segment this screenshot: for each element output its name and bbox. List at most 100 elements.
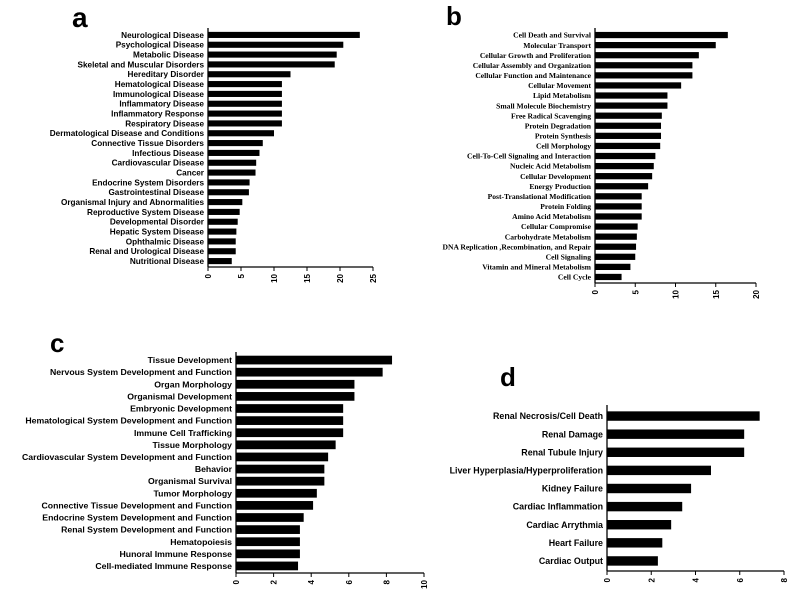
category-label-b-7: Small Molecule Biochemistry (496, 101, 591, 110)
category-label-a-18: Reproductive System Disease (87, 208, 204, 217)
category-label-d-3: Liver Hyperplasia/Hyperproliferation (450, 466, 603, 476)
bar-d-4 (607, 483, 692, 494)
x-tick-label-d-2: 4 (692, 577, 701, 582)
bar-a-11 (208, 140, 263, 147)
x-tick-label-c-1: 2 (270, 579, 279, 584)
category-label-a-11: Connective Tissue Disorders (91, 139, 204, 148)
bar-d-5 (607, 501, 683, 512)
x-tick-label-d-3: 6 (736, 577, 745, 582)
category-label-b-15: Energy Production (529, 182, 591, 191)
bar-d-8 (607, 556, 658, 566)
panel-letter-b: b (446, 1, 462, 31)
category-label-a-15: Endocrine System Disorders (92, 178, 204, 187)
category-label-a-20: Hepatic System Disease (110, 227, 205, 236)
bar-a-1 (208, 41, 344, 48)
category-label-b-10: Protein Synthesis (535, 132, 591, 141)
category-label-a-19: Developmental Disorder (110, 218, 205, 227)
bar-b-22 (595, 253, 636, 260)
category-label-c-12: Connective Tissue Development and Functi… (41, 500, 232, 510)
category-label-b-5: Cellular Movement (528, 81, 591, 90)
category-label-c-8: Cardiovascular System Development and Fu… (22, 452, 232, 462)
category-label-b-20: Carbohydrate Metabolism (505, 232, 592, 241)
bar-c-15 (236, 537, 300, 547)
category-label-a-1: Psychological Disease (116, 41, 205, 50)
category-label-b-12: Cell-To-Cell Signaling and Interaction (467, 152, 592, 161)
x-tick-label-c-5: 10 (420, 579, 429, 588)
bar-a-19 (208, 218, 238, 225)
bar-b-23 (595, 263, 631, 271)
bar-c-11 (236, 488, 317, 498)
bar-c-7 (236, 440, 336, 450)
category-label-c-5: Hematological System Development and Fun… (25, 416, 232, 426)
category-label-b-18: Amino Acid Metabolism (512, 212, 592, 221)
bar-c-1 (236, 367, 383, 377)
bar-b-0 (595, 31, 728, 39)
x-tick-label-b-3: 15 (712, 289, 721, 298)
category-label-c-3: Organismal Development (127, 391, 232, 401)
bar-b-14 (595, 173, 653, 180)
bar-a-22 (208, 248, 236, 255)
category-label-a-16: Gastrointestinal Disease (108, 188, 204, 197)
category-label-a-21: Ophthalmic Disease (126, 237, 205, 246)
bar-c-12 (236, 501, 314, 510)
category-label-c-11: Tumor Morphology (154, 488, 233, 498)
bar-c-17 (236, 561, 299, 571)
chart-panel-c: c Tissue Development Nervous System Develo… (22, 328, 429, 589)
bar-a-3 (208, 61, 335, 68)
category-label-c-15: Hematopoiesis (170, 537, 232, 547)
bar-b-19 (595, 223, 638, 230)
category-label-a-4: Hereditary Disorder (128, 70, 205, 79)
category-label-c-10: Organismal Survival (148, 476, 232, 486)
bar-b-24 (595, 273, 622, 281)
bar-b-18 (595, 213, 642, 220)
bar-b-12 (595, 152, 656, 160)
bar-b-3 (595, 62, 693, 69)
bar-c-3 (236, 392, 355, 401)
category-label-a-14: Cancer (176, 168, 205, 177)
x-tick-label-a-5: 25 (369, 273, 378, 282)
category-label-b-1: Molecular Transport (523, 41, 591, 50)
x-tick-label-d-4: 8 (780, 577, 789, 582)
category-label-b-19: Cellular Compromise (521, 222, 592, 231)
bar-a-2 (208, 51, 337, 58)
category-label-a-22: Renal and Urological Disease (89, 247, 204, 256)
category-label-b-13: Nucleic Acid Metabolism (510, 162, 592, 171)
bar-a-4 (208, 71, 291, 78)
category-label-b-3: Cellular Assembly and Organization (473, 61, 592, 70)
category-label-c-14: Renal System Development and Function (61, 525, 232, 535)
category-label-a-9: Respiratory Disease (125, 119, 204, 128)
category-label-a-12: Infectious Disease (132, 149, 204, 158)
bar-a-12 (208, 149, 260, 156)
category-label-c-1: Nervous System Development and Function (50, 367, 232, 377)
category-label-d-8: Cardiac Output (539, 556, 603, 566)
bar-b-9 (595, 122, 662, 129)
bar-a-9 (208, 120, 282, 127)
x-tick-label-a-2: 10 (270, 273, 279, 282)
bar-c-16 (236, 549, 300, 559)
category-label-c-4: Embryonic Development (130, 404, 232, 414)
bar-c-6 (236, 428, 344, 438)
category-label-a-10: Dermatological Disease and Conditions (50, 129, 205, 138)
bar-b-6 (595, 92, 668, 99)
bar-b-8 (595, 112, 662, 119)
bar-a-21 (208, 238, 236, 245)
category-label-c-13: Endocrine System Development and Functio… (42, 513, 232, 523)
bar-c-2 (236, 379, 355, 389)
category-label-a-3: Skeletal and Muscular Disorders (78, 60, 205, 69)
bar-a-10 (208, 130, 274, 137)
category-label-b-24: Cell Cycle (558, 273, 592, 282)
category-label-d-1: Renal Damage (542, 429, 603, 439)
category-label-b-6: Lipid Metabolism (533, 91, 592, 100)
x-tick-label-a-4: 20 (336, 273, 345, 282)
bar-a-5 (208, 81, 282, 88)
category-label-d-2: Renal Tubule Injury (521, 447, 603, 457)
category-label-b-14: Cellular Development (520, 172, 591, 181)
category-label-c-17: Cell-mediated Immune Response (95, 561, 232, 571)
bar-a-13 (208, 159, 257, 166)
x-tick-label-c-4: 8 (382, 579, 391, 584)
bar-c-5 (236, 416, 344, 425)
category-label-b-22: Cell Signaling (546, 252, 592, 261)
